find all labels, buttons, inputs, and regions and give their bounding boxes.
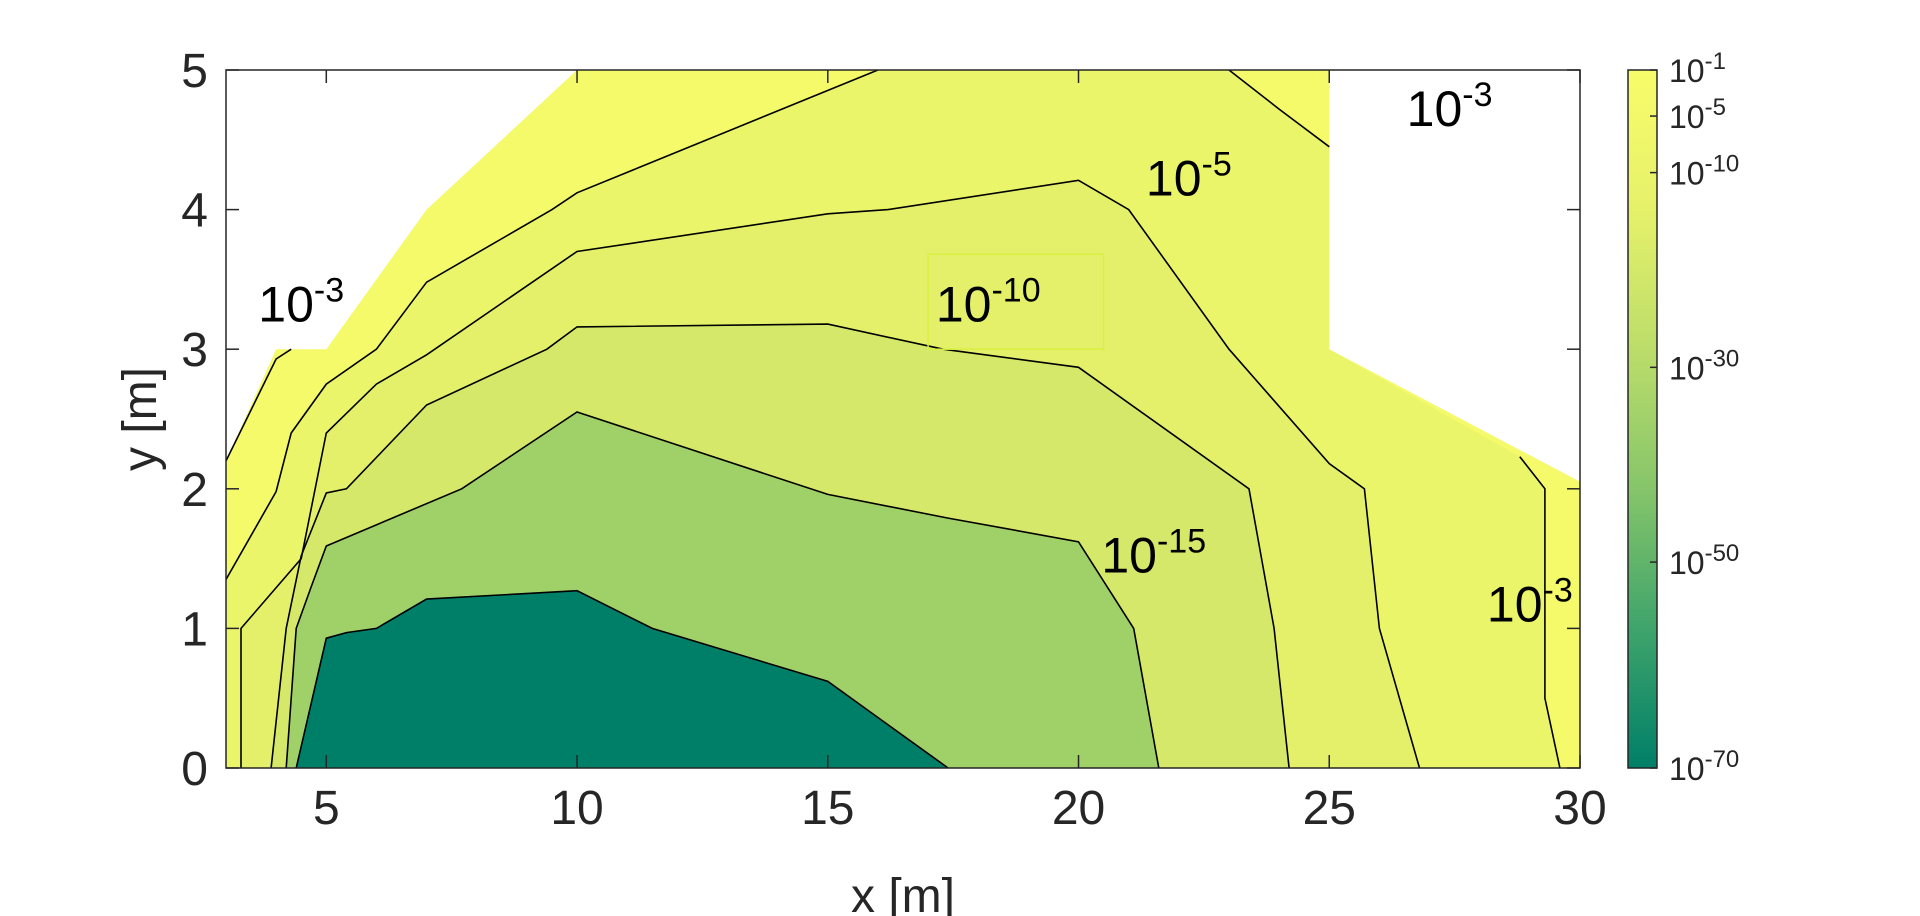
contour-label-2: 10-5 [1146,146,1232,207]
x-tick-label: 5 [313,782,340,835]
y-tick-label: 4 [181,185,208,238]
x-axis-label: x [m] [851,870,955,916]
x-axis: 5 10 15 20 25 30 [313,70,1607,835]
contour-line-4 [270,323,1290,768]
contour-lines [226,70,1561,768]
x-tick-label: 10 [550,782,603,835]
colorbar-tick-label: 10-70 [1669,746,1739,787]
y-tick-label: 2 [181,464,208,517]
contour-label-5: 10-3 [1407,76,1493,137]
colorbar-tick-label: 10-10 [1669,151,1739,192]
y-tick-label: 5 [181,45,208,98]
contour-label-3: 10-10 [936,271,1041,332]
contour-labels: 10-3 10-5 10-10 10-15 10-3 10-3 [258,76,1572,633]
label-highlight-box [927,253,1105,350]
colorbar [1627,69,1658,769]
contour-line-8 [1519,456,1561,768]
x-tick-label: 30 [1553,782,1606,835]
x-tick-label: 25 [1303,782,1356,835]
contour-line-6 [295,589,949,768]
colorbar-tick-label: 10-5 [1669,94,1726,135]
plot-frame [225,69,1581,769]
colorbar-tick-label: 10-30 [1669,345,1739,386]
colorbar-ticks: 10-1 10-5 10-10 10-30 10-50 10-70 [1650,48,1739,787]
x-tick-label: 20 [1052,782,1105,835]
x-tick-label: 15 [801,782,854,835]
contour-line-3 [240,179,1421,768]
contour-region-6 [296,590,949,768]
contour-line-2 [226,70,879,580]
contour-label-1: 10-3 [258,271,344,332]
contour-line-5 [285,411,1160,768]
contour-line-1 [226,348,292,462]
contour-label-6: 10-3 [1487,571,1573,632]
y-tick-label: 1 [181,603,208,656]
contour-fill-regions [226,70,1580,768]
y-tick-label: 3 [181,324,208,377]
contour-line-7 [1228,70,1330,148]
y-axis-label: y [m] [114,367,167,471]
colorbar-tick-label: 10-50 [1669,540,1739,581]
y-axis: 0 1 2 3 4 5 [181,45,1580,796]
colorbar-tick-label: 10-1 [1669,48,1726,89]
contour-label-4: 10-15 [1101,523,1206,584]
y-tick-label: 0 [181,743,208,796]
